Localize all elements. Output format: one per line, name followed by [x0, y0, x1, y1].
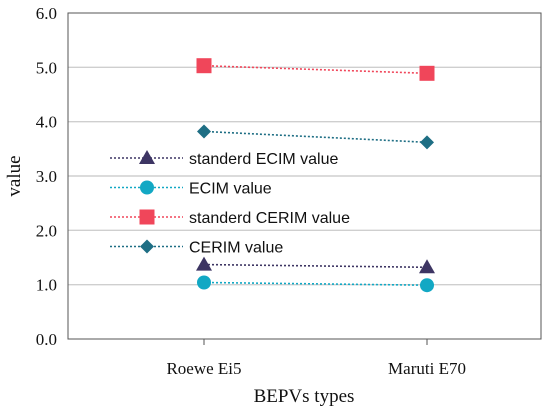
legend: standerd ECIM value ECIM value standerd CE…	[110, 150, 350, 257]
y-tick-label: 4.0	[36, 113, 57, 132]
series-line	[203, 64, 428, 75]
y-tick-label: 1.0	[36, 276, 57, 295]
legend-label: ECIM value	[189, 181, 272, 198]
series-line	[203, 281, 428, 287]
legend-marker	[139, 209, 155, 225]
series-layer	[196, 58, 435, 293]
series-0	[196, 256, 435, 274]
x-tick-labels: Roewe Ei5 Maruti E70	[166, 359, 465, 378]
x-axis-title: BEPVs types	[254, 386, 355, 407]
y-tick-labels: 0.0 1.0 2.0 3.0 4.0 5.0 6.0	[36, 4, 57, 349]
data-point	[419, 259, 435, 274]
x-tick-marks	[203, 339, 428, 345]
legend-label: CERIM value	[189, 240, 283, 257]
y-tick-label: 3.0	[36, 167, 57, 186]
legend-marker	[139, 150, 155, 164]
x-tick-label: Roewe Ei5	[166, 359, 241, 378]
data-point	[197, 275, 211, 290]
data-point	[420, 135, 434, 150]
legend-label: standerd CERIM value	[189, 210, 350, 227]
series-line	[203, 130, 428, 144]
data-point	[197, 124, 211, 139]
series-3	[197, 124, 434, 150]
legend-marker	[140, 180, 154, 195]
legend-entry: standerd ECIM value	[110, 150, 339, 168]
data-point	[419, 65, 435, 81]
legend-label: standerd ECIM value	[189, 151, 339, 168]
y-tick-label: 6.0	[36, 4, 57, 23]
series-2	[196, 58, 435, 81]
legend-entry: CERIM value	[110, 239, 283, 257]
data-point	[196, 256, 212, 271]
legend-marker	[140, 239, 154, 254]
y-tick-label: 0.0	[36, 330, 57, 349]
series-line	[203, 263, 428, 269]
plot-area-frame	[67, 12, 542, 340]
y-axis-title: value	[4, 155, 25, 196]
legend-entry: ECIM value	[110, 180, 272, 198]
gridlines	[68, 66, 541, 286]
legend-entry: standerd CERIM value	[110, 209, 350, 227]
data-point	[420, 278, 434, 293]
y-tick-label: 2.0	[36, 221, 57, 240]
y-tick-label: 5.0	[36, 58, 57, 77]
x-tick-label: Maruti E70	[388, 359, 466, 378]
data-point	[196, 58, 212, 74]
series-1	[197, 275, 434, 293]
